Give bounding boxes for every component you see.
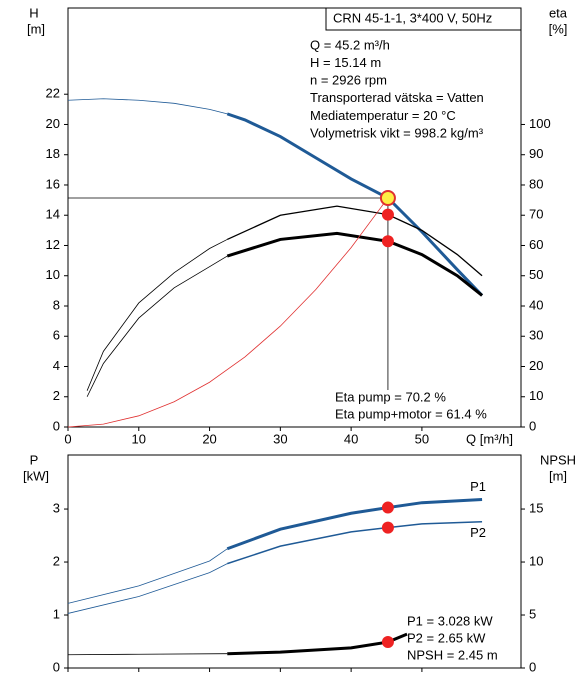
x-tick-label: 50 xyxy=(415,431,429,446)
x-tick-label: 0 xyxy=(64,431,71,446)
y2-tick-label: 40 xyxy=(529,297,543,312)
y-tick-label: 20 xyxy=(46,116,60,131)
y2-tick-label: 20 xyxy=(529,358,543,373)
operating-point xyxy=(381,521,394,534)
y2-tick-label: 0 xyxy=(529,418,536,433)
x-tick-label: 40 xyxy=(344,431,358,446)
y2-axis-label: NPSH xyxy=(540,452,576,467)
y2-tick-label: 70 xyxy=(529,207,543,222)
curve xyxy=(227,632,408,656)
annotation: Eta pump = 70.2 % xyxy=(335,389,446,404)
y-tick-label: 18 xyxy=(46,146,60,161)
curve xyxy=(226,205,483,277)
y2-tick-label: 30 xyxy=(529,328,543,343)
curve xyxy=(67,563,228,614)
y2-tick-label: 5 xyxy=(529,606,536,621)
annotation: Eta pump+motor = 61.4 % xyxy=(335,406,487,421)
y-tick-label: 12 xyxy=(46,237,60,252)
y-axis-unit: [m] xyxy=(27,21,45,36)
y-axis-label: P xyxy=(30,452,39,467)
info-line: Volymetrisk vikt = 998.2 kg/m³ xyxy=(310,125,484,140)
y-tick-label: 0 xyxy=(53,418,60,433)
annotation: P1 = 3.028 kW xyxy=(407,613,493,628)
y-tick-label: 4 xyxy=(53,358,60,373)
curve xyxy=(226,498,483,551)
title-box xyxy=(325,7,522,31)
chart-title: CRN 45-1-1, 3*400 V, 50Hz xyxy=(333,10,492,25)
y-tick-label: 1 xyxy=(53,606,60,621)
x-tick-label: 20 xyxy=(202,431,216,446)
y-tick-label: 3 xyxy=(53,500,60,515)
curve-label: P2 xyxy=(470,525,486,540)
curve xyxy=(86,239,228,391)
info-line: H = 15.14 m xyxy=(310,55,381,70)
curve xyxy=(67,98,228,115)
info-line: Q = 45.2 m³/h xyxy=(310,37,390,52)
operating-point xyxy=(381,235,394,248)
y-axis-label: H xyxy=(29,5,38,20)
curve xyxy=(226,112,484,297)
curve xyxy=(67,653,228,656)
y-tick-label: 2 xyxy=(53,388,60,403)
y2-tick-label: 0 xyxy=(529,659,536,674)
y2-tick-label: 50 xyxy=(529,267,543,282)
y-tick-label: 14 xyxy=(46,207,60,222)
y-tick-label: 6 xyxy=(53,328,60,343)
y-tick-label: 2 xyxy=(53,553,60,568)
y2-tick-label: 100 xyxy=(529,116,551,131)
operating-point xyxy=(381,208,394,221)
y2-tick-label: 10 xyxy=(529,388,543,403)
y2-tick-label: 10 xyxy=(529,553,543,568)
curve xyxy=(86,255,228,397)
operating-point xyxy=(381,501,394,514)
y-tick-label: 22 xyxy=(46,86,60,101)
y-axis-unit: [kW] xyxy=(23,468,49,483)
annotation: NPSH = 2.45 m xyxy=(407,647,498,662)
y-tick-label: 16 xyxy=(46,176,60,191)
y2-tick-label: 80 xyxy=(529,176,543,191)
plot-frame xyxy=(67,7,522,428)
operating-point xyxy=(381,636,394,649)
y2-tick-label: 15 xyxy=(529,500,543,515)
curve xyxy=(67,548,228,604)
x-tick-label: 10 xyxy=(132,431,146,446)
plot-frame xyxy=(67,454,522,669)
x-axis-label: Q [m³/h] xyxy=(466,431,513,446)
y2-tick-label: 60 xyxy=(529,237,543,252)
y2-axis-unit: [m] xyxy=(549,468,567,483)
curve xyxy=(227,521,483,565)
curve-label: P1 xyxy=(470,479,486,494)
curve xyxy=(67,197,389,428)
y2-tick-label: 90 xyxy=(529,146,543,161)
y2-axis-unit: [%] xyxy=(549,21,568,36)
y-tick-label: 10 xyxy=(46,267,60,282)
y2-axis-label: eta xyxy=(549,5,568,20)
operating-point xyxy=(379,189,396,206)
y-tick-label: 8 xyxy=(53,297,60,312)
annotation: P2 = 2.65 kW xyxy=(407,630,486,645)
info-line: Mediatemperatur = 20 °C xyxy=(310,108,456,123)
x-tick-label: 30 xyxy=(273,431,287,446)
y-tick-label: 0 xyxy=(53,659,60,674)
info-line: n = 2926 rpm xyxy=(310,73,387,88)
info-line: Transporterad vätska = Vatten xyxy=(310,90,484,105)
